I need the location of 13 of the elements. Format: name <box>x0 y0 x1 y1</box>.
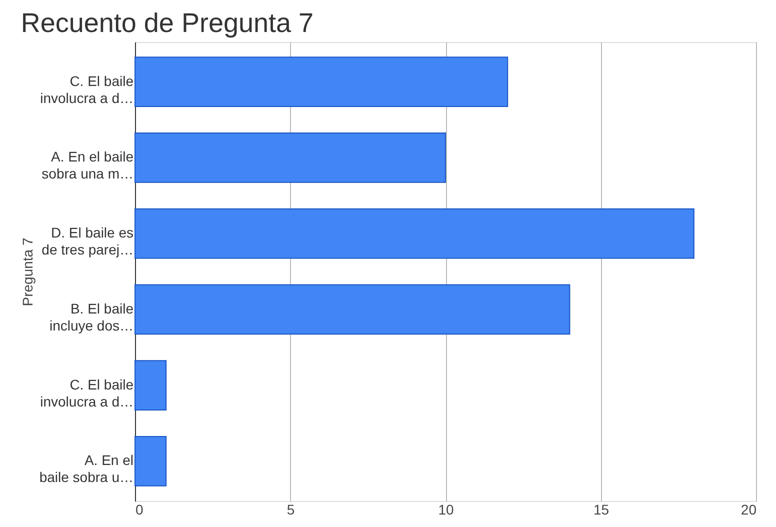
chart-title: Recuento de Pregunta 7 <box>20 8 314 38</box>
y-tick-label: A. En el baile sobra u… <box>39 452 134 486</box>
x-tick-label: 0 <box>136 502 144 518</box>
x-tick-label: 15 <box>593 502 610 518</box>
y-tick-label: A. En el baile sobra una m… <box>42 148 134 182</box>
y-tick-label: D. El baile es de tres parej… <box>42 224 134 258</box>
x-tick-label: 10 <box>438 502 454 518</box>
x-tick-label: 20 <box>740 502 757 518</box>
y-tick-label: C. El baile involucra a d… <box>40 72 134 106</box>
y-tick-label: C. El baile involucra a d… <box>40 376 134 410</box>
y-tick-label: B. El baile incluye dos… <box>49 300 134 334</box>
y-axis-title: Pregunta 7 <box>19 238 36 306</box>
x-tick-label: 5 <box>286 502 295 518</box>
